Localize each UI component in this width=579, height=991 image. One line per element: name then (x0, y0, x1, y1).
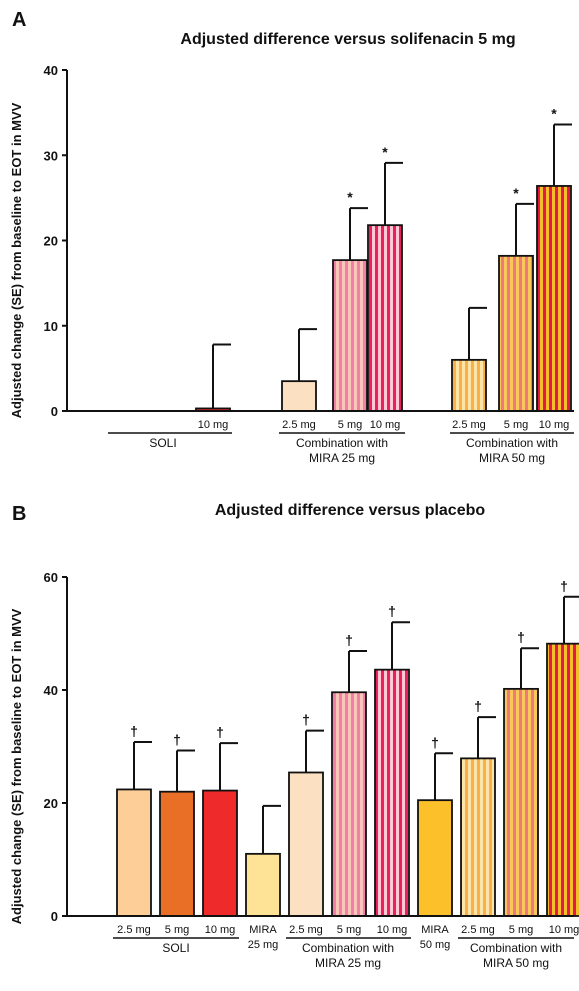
group-label: Combination with (296, 436, 388, 450)
panel-letter: B (12, 503, 26, 525)
significance-marker: † (173, 731, 181, 747)
significance-marker: * (347, 189, 353, 205)
chart-title: Adjusted difference versus solifenacin 5… (180, 31, 515, 48)
bar (498, 254, 534, 412)
bar (503, 687, 539, 917)
bar (367, 224, 403, 412)
significance-marker: * (551, 106, 557, 122)
bar (374, 668, 410, 917)
y-tick-label: 20 (44, 234, 58, 249)
bar-label: 2.5 mg (117, 924, 151, 936)
significance-marker: † (517, 629, 525, 645)
bar-label: 5 mg (509, 924, 533, 936)
y-tick-label: 40 (44, 63, 58, 78)
bar (245, 852, 281, 917)
bar-label: 5 mg (165, 924, 189, 936)
significance-marker: † (474, 698, 482, 714)
bar-label: 10 mg (198, 419, 229, 431)
significance-marker: * (382, 144, 388, 160)
bar-label: MIRA (421, 924, 449, 936)
significance-marker: † (388, 603, 396, 619)
bar-label: 10 mg (549, 924, 579, 936)
bar-label: 25 mg (248, 939, 279, 951)
significance-marker: † (216, 724, 224, 740)
group-label: Combination with (302, 941, 394, 955)
bar-label: MIRA (249, 924, 277, 936)
bar-label: 5 mg (337, 924, 361, 936)
bar (332, 259, 368, 412)
group-label: SOLI (149, 436, 176, 450)
y-axis-label: Adjusted change (SE) from baseline to EO… (9, 608, 24, 924)
bar (116, 788, 152, 917)
significance-marker: † (345, 632, 353, 648)
significance-marker: † (302, 712, 310, 728)
y-tick-label: 40 (44, 683, 58, 698)
group-label: MIRA 25 mg (309, 451, 375, 465)
group-label: MIRA 50 mg (483, 956, 549, 970)
group-label: Combination with (466, 436, 558, 450)
y-tick-label: 20 (44, 796, 58, 811)
bar-label: 5 mg (504, 419, 528, 431)
significance-marker: * (513, 185, 519, 201)
bar (159, 790, 195, 917)
bar (451, 358, 487, 412)
group-label: SOLI (162, 941, 189, 955)
group-label: MIRA 50 mg (479, 451, 545, 465)
bar (546, 642, 579, 917)
y-axis-label: Adjusted change (SE) from baseline to EO… (9, 102, 24, 418)
bar-label: 2.5 mg (452, 419, 486, 431)
bar (460, 757, 496, 917)
bar (202, 789, 238, 917)
y-tick-label: 0 (51, 404, 58, 419)
bar (536, 185, 572, 412)
significance-marker: † (130, 723, 138, 739)
group-label: MIRA 25 mg (315, 956, 381, 970)
bar-label: 10 mg (205, 924, 236, 936)
bar-label: 2.5 mg (289, 924, 323, 936)
significance-marker: † (560, 578, 568, 594)
bar-label: 10 mg (539, 419, 570, 431)
y-tick-label: 30 (44, 148, 58, 163)
bar-label: 2.5 mg (461, 924, 495, 936)
bar-label: 10 mg (370, 419, 401, 431)
bar (417, 799, 453, 917)
bar (331, 691, 367, 917)
bar (281, 380, 317, 412)
group-label: Combination with (470, 941, 562, 955)
bar-label: 10 mg (377, 924, 408, 936)
y-tick-label: 10 (44, 319, 58, 334)
chart-title: Adjusted difference versus placebo (215, 502, 486, 519)
significance-marker: † (431, 734, 439, 750)
bar (288, 771, 324, 917)
y-tick-label: 0 (51, 909, 58, 924)
bar-label: 2.5 mg (282, 419, 316, 431)
bar-label: 50 mg (420, 939, 451, 951)
y-tick-label: 60 (44, 570, 58, 585)
bar-label: 5 mg (338, 419, 362, 431)
panel-letter: A (12, 9, 26, 31)
